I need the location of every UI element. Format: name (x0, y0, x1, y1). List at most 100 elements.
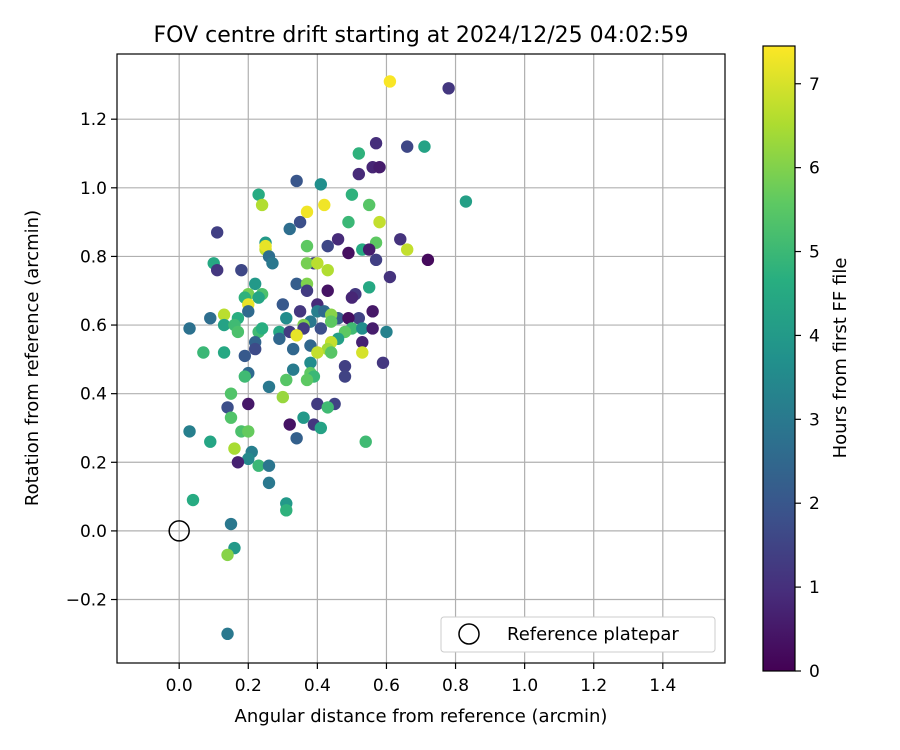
colorbar-tick-label: 1 (809, 578, 820, 598)
scatter-point (366, 322, 379, 335)
scatter-point (238, 370, 252, 383)
scatter-point (383, 75, 397, 88)
scatter-point (286, 342, 300, 356)
scatter-point (311, 257, 324, 270)
scatter-point (359, 435, 372, 448)
scatter-point (252, 459, 265, 472)
scatter-point (224, 387, 238, 400)
scatter-point (231, 325, 245, 339)
scatter-point (255, 322, 269, 335)
scatter-point (210, 263, 224, 277)
scatter-point (293, 305, 307, 318)
scatter-point (280, 504, 293, 517)
scatter-point (204, 435, 217, 448)
scatter-point (380, 325, 393, 339)
scatter-point (338, 360, 352, 373)
scatter-point (221, 548, 234, 562)
y-axis-label: Rotation from reference (arcmin) (22, 210, 43, 506)
y-tick-label: 0.8 (80, 247, 107, 267)
scatter-point (318, 198, 331, 212)
x-tick-label: 0.4 (304, 676, 331, 696)
x-tick-label: 1.2 (580, 676, 607, 696)
scatter-point (273, 332, 286, 345)
y-tick-label: 0.6 (80, 316, 107, 336)
scatter-point (352, 167, 366, 181)
scatter-point (314, 322, 328, 335)
scatter-point (242, 305, 255, 318)
scatter-point (255, 198, 269, 212)
legend-label: Reference platepar (507, 624, 679, 645)
scatter-point (262, 380, 276, 394)
scatter-point (421, 253, 435, 267)
scatter-point (217, 318, 231, 332)
scatter-point (304, 356, 317, 369)
colorbar-tick-label: 2 (809, 494, 820, 514)
colorbar-tick-label: 5 (809, 243, 820, 263)
scatter-point (283, 222, 296, 236)
scatter-point (242, 425, 255, 438)
scatter-point (300, 284, 314, 297)
scatter-point (373, 215, 386, 229)
scatter-point (276, 298, 290, 311)
scatter-point (321, 263, 334, 277)
scatter-point (342, 246, 355, 260)
scatter-point (293, 215, 307, 229)
colorbar: 0 1 2 3 4 5 6 7 Hours from first FF file (762, 45, 851, 682)
scatter-point (290, 174, 303, 188)
scatter-point (369, 137, 383, 150)
grid-lines (117, 54, 725, 663)
x-tick-label: 0.0 (166, 676, 193, 696)
scatter-point (297, 411, 310, 424)
scatter-point (300, 205, 314, 219)
scatter-point (266, 257, 279, 270)
scatter-point (345, 291, 359, 304)
scatter-point (373, 161, 386, 174)
scatter-point (262, 476, 276, 490)
colorbar-label: Hours from first FF file (830, 258, 851, 459)
x-tick-label: 1.4 (649, 676, 676, 696)
scatter-point (228, 442, 241, 455)
colorbar-tick-label: 7 (809, 75, 820, 95)
colorbar-tick-label: 3 (809, 410, 820, 430)
scatter-point (400, 140, 414, 153)
scatter-point (321, 284, 334, 297)
scatter-point (400, 243, 414, 256)
y-tick-label: 0.0 (80, 522, 107, 542)
scatter-point (356, 336, 369, 349)
x-tick-label: 0.8 (442, 676, 469, 696)
scatter-point (290, 432, 303, 445)
legend: Reference platepar (440, 616, 716, 653)
scatter-point (342, 311, 355, 325)
scatter-point (300, 239, 314, 253)
scatter-point (252, 291, 265, 304)
scatter-point (345, 188, 359, 201)
colorbar-tick-label: 6 (809, 159, 820, 179)
scatter-point (242, 397, 255, 411)
scatter-point (286, 363, 300, 376)
y-tick-label: 1.2 (80, 110, 107, 130)
scatter-point (356, 322, 369, 335)
scatter-point (210, 226, 224, 239)
x-axis-label: Angular distance from reference (arcmin) (235, 706, 608, 727)
scatter-point (418, 140, 431, 153)
legend-marker-icon (458, 623, 480, 645)
scatter-point (242, 452, 255, 466)
scatter-point (314, 421, 328, 435)
scatter-point (300, 257, 314, 270)
scatter-point (376, 356, 390, 369)
y-tick-label: 0.4 (80, 385, 107, 405)
scatter-point (314, 178, 328, 191)
plot-frame (116, 53, 726, 664)
scatter-point (262, 459, 276, 472)
x-tick-label: 1.0 (511, 676, 538, 696)
scatter-point (224, 411, 238, 424)
scatter-point (352, 147, 366, 160)
colorbar-gradient (762, 45, 796, 672)
scatter-point (394, 233, 407, 246)
scatter-point (204, 311, 217, 325)
y-tick-label: 1.0 (80, 179, 107, 199)
scatter-point (252, 188, 265, 201)
chart-title: FOV centre drift starting at 2024/12/25 … (154, 23, 689, 48)
scatter-points (183, 75, 473, 641)
